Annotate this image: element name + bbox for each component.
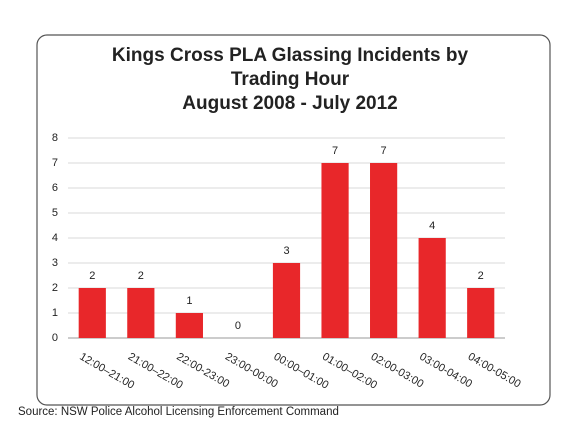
y-tick-label: 7 — [52, 157, 58, 169]
title-block: Kings Cross PLA Glassing Incidents by Tr… — [90, 44, 490, 116]
chart-border — [36, 34, 551, 406]
source-note: Source: NSW Police Alcohol Licensing Enf… — [18, 406, 339, 418]
bar — [370, 163, 398, 338]
bar — [127, 288, 155, 338]
bar — [78, 288, 106, 338]
bar — [467, 288, 495, 338]
chart-title: Kings Cross PLA Glassing Incidents by Tr… — [111, 45, 469, 90]
chart-subtitle: August 2008 - July 2012 — [182, 93, 398, 114]
data-label: 4 — [429, 220, 435, 232]
data-label: 7 — [381, 145, 387, 157]
y-tick-label: 4 — [52, 232, 58, 244]
data-label: 0 — [235, 320, 241, 332]
bar — [272, 263, 301, 338]
data-label: 2 — [478, 270, 484, 282]
bar — [321, 163, 349, 338]
y-tick-label: 1 — [52, 307, 58, 319]
data-label: 7 — [332, 145, 338, 157]
bar — [175, 313, 203, 338]
bar — [418, 238, 446, 338]
data-label: 3 — [283, 245, 289, 257]
x-tick-label: 04:00-05:00 — [466, 351, 523, 391]
y-tick-label: 2 — [52, 282, 58, 294]
y-tick-label: 8 — [52, 132, 58, 144]
y-tick-label: 0 — [52, 332, 58, 344]
data-label: 1 — [186, 295, 192, 307]
data-label: 2 — [138, 270, 144, 282]
y-tick-label: 5 — [52, 207, 58, 219]
y-tick-label: 3 — [52, 257, 58, 269]
y-tick-label: 6 — [52, 182, 58, 194]
x-tick-label: 23:00-00:00 — [223, 351, 280, 391]
x-tick-label: 03:00-04:00 — [417, 351, 474, 391]
data-label: 2 — [89, 270, 95, 282]
